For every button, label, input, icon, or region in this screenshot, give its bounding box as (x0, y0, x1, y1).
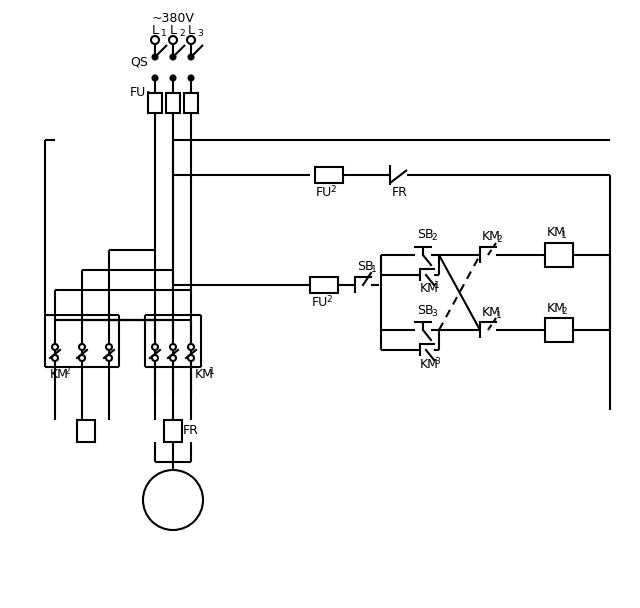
Text: L: L (170, 24, 177, 36)
Text: 1: 1 (561, 232, 567, 241)
Circle shape (170, 55, 175, 60)
Text: 3: 3 (434, 356, 440, 365)
Text: KM: KM (482, 230, 501, 243)
Text: ~380V: ~380V (152, 12, 195, 24)
Bar (545, 318, 573, 342)
Text: FU: FU (316, 187, 332, 199)
Text: 2: 2 (179, 29, 184, 38)
Circle shape (188, 344, 194, 350)
Circle shape (152, 355, 158, 361)
Circle shape (189, 75, 193, 80)
Text: SB: SB (417, 229, 434, 241)
Circle shape (170, 355, 176, 361)
Circle shape (52, 355, 58, 361)
Text: 2: 2 (330, 185, 335, 195)
Circle shape (169, 36, 177, 44)
Bar (184, 93, 198, 113)
Text: 1: 1 (146, 91, 152, 100)
Circle shape (187, 36, 195, 44)
Bar (164, 420, 182, 442)
Text: 1: 1 (161, 29, 167, 38)
Circle shape (79, 355, 85, 361)
Circle shape (188, 355, 194, 361)
Circle shape (152, 55, 157, 60)
Text: FR: FR (392, 187, 408, 199)
Text: 2: 2 (496, 235, 502, 244)
Bar (545, 243, 573, 267)
Circle shape (152, 344, 158, 350)
Text: 3: 3 (431, 308, 436, 317)
Text: FU: FU (312, 297, 328, 309)
Text: KM: KM (547, 227, 566, 240)
Bar (310, 277, 338, 293)
Bar (77, 420, 95, 442)
Text: QS: QS (130, 55, 148, 69)
Text: FU: FU (130, 86, 147, 100)
Text: L: L (188, 24, 195, 36)
Text: 3~: 3~ (159, 502, 177, 514)
Text: 3: 3 (197, 29, 203, 38)
Text: KM: KM (195, 368, 214, 381)
Bar (315, 167, 343, 183)
Text: SB: SB (357, 260, 374, 274)
Text: 1: 1 (371, 266, 377, 274)
Text: KM: KM (547, 302, 566, 314)
Circle shape (106, 355, 112, 361)
Text: KM: KM (50, 368, 69, 381)
Text: 2: 2 (326, 295, 332, 305)
Text: KM: KM (420, 283, 439, 295)
Text: 2: 2 (431, 233, 436, 243)
Text: KM: KM (420, 358, 439, 370)
Circle shape (79, 344, 85, 350)
Text: 1: 1 (496, 311, 502, 319)
Circle shape (170, 75, 175, 80)
Text: 2: 2 (64, 367, 70, 376)
Circle shape (152, 75, 157, 80)
Bar (166, 93, 180, 113)
Circle shape (170, 344, 176, 350)
Circle shape (106, 344, 112, 350)
Text: M: M (159, 487, 173, 505)
Text: 1: 1 (434, 282, 440, 291)
Circle shape (151, 36, 159, 44)
Circle shape (143, 470, 203, 530)
Text: 2: 2 (561, 306, 566, 316)
Text: 1: 1 (209, 367, 215, 376)
Bar (148, 93, 162, 113)
Circle shape (189, 55, 193, 60)
Text: FR: FR (183, 424, 199, 437)
Text: SB: SB (417, 303, 434, 317)
Text: KM: KM (482, 305, 501, 319)
Text: L: L (152, 24, 159, 36)
Circle shape (52, 344, 58, 350)
